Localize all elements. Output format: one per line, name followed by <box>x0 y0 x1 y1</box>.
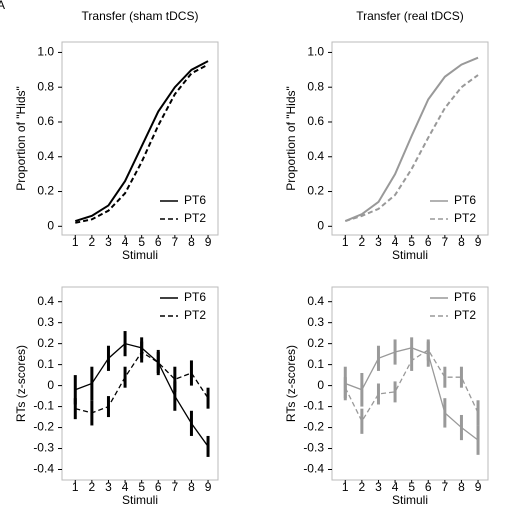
series-line <box>75 63 209 224</box>
y-tick-label: 0 <box>317 218 324 232</box>
y-tick-label: 0.2 <box>37 336 54 350</box>
y-tick-label: -0.3 <box>33 441 54 455</box>
y-tick-label: 0.3 <box>37 315 54 329</box>
x-tick-label: 7 <box>442 480 449 494</box>
x-tick-label: 2 <box>89 480 96 494</box>
y-axis-label: RTs (z-scores) <box>14 345 28 422</box>
x-tick-label: 9 <box>205 480 212 494</box>
x-tick-label: 5 <box>138 235 145 249</box>
plot-frame <box>61 286 219 481</box>
legend-label: PT2 <box>454 308 476 322</box>
legend-label: PT2 <box>184 308 206 322</box>
x-tick-label: 5 <box>138 480 145 494</box>
y-tick-label: 0 <box>47 218 54 232</box>
legend-label: PT6 <box>454 290 476 304</box>
x-tick-label: 9 <box>475 480 482 494</box>
x-tick-label: 8 <box>188 235 195 249</box>
y-tick-label: 0.8 <box>37 79 54 93</box>
x-axis-label: Stimuli <box>392 248 428 262</box>
x-tick-label: 3 <box>375 480 382 494</box>
y-tick-label: 0.4 <box>307 294 324 308</box>
x-tick-label: 6 <box>425 480 432 494</box>
y-tick-label: 0 <box>47 378 54 392</box>
y-tick-label: -0.1 <box>303 399 324 413</box>
y-tick-label: 0.3 <box>307 315 324 329</box>
x-tick-label: 3 <box>105 235 112 249</box>
x-tick-label: 8 <box>458 480 465 494</box>
x-tick-label: 2 <box>359 235 366 249</box>
y-axis-label: Proportion of "Hids" <box>14 86 28 191</box>
series-line <box>74 60 209 223</box>
y-tick-label: 0.4 <box>307 149 324 163</box>
x-tick-label: 7 <box>442 235 449 249</box>
y-tick-label: -0.4 <box>33 462 54 476</box>
y-tick-label: 0.2 <box>307 336 324 350</box>
legend-label: PT2 <box>454 211 476 225</box>
y-axis-label: RTs (z-scores) <box>284 345 298 422</box>
y-tick-label: -0.1 <box>33 399 54 413</box>
y-tick-label: 0.8 <box>307 79 324 93</box>
x-tick-label: 4 <box>122 480 129 494</box>
legend-label: PT6 <box>184 193 206 207</box>
y-tick-label: 0.2 <box>37 184 54 198</box>
x-tick-label: 3 <box>105 480 112 494</box>
y-tick-label: -0.2 <box>303 420 324 434</box>
series-line <box>344 56 479 223</box>
x-tick-label: 6 <box>155 480 162 494</box>
y-tick-label: -0.2 <box>33 420 54 434</box>
y-tick-label: 0.4 <box>37 149 54 163</box>
x-tick-label: 2 <box>89 235 96 249</box>
legend-label: PT2 <box>184 211 206 225</box>
x-tick-label: 6 <box>155 235 162 249</box>
x-tick-label: 4 <box>392 480 399 494</box>
x-tick-label: 1 <box>72 235 79 249</box>
x-tick-label: 8 <box>458 235 465 249</box>
y-tick-label: 1.0 <box>307 45 324 59</box>
plot-frame <box>61 41 219 236</box>
x-tick-label: 5 <box>408 235 415 249</box>
x-tick-label: 3 <box>375 235 382 249</box>
y-axis-label: Proportion of "Hids" <box>284 86 298 191</box>
x-tick-label: 1 <box>342 480 349 494</box>
y-tick-label: 0.6 <box>307 114 324 128</box>
y-tick-label: -0.3 <box>303 441 324 455</box>
y-tick-label: 0.2 <box>307 184 324 198</box>
panel-label: A <box>0 0 5 12</box>
x-tick-label: 5 <box>408 480 415 494</box>
plot-frame <box>331 41 489 236</box>
y-tick-label: -0.4 <box>303 462 324 476</box>
x-tick-label: 4 <box>392 235 399 249</box>
x-tick-label: 9 <box>205 235 212 249</box>
x-axis-label: Stimuli <box>122 248 158 262</box>
y-tick-label: 0 <box>317 378 324 392</box>
x-tick-label: 8 <box>188 480 195 494</box>
x-tick-label: 6 <box>425 235 432 249</box>
plot-frame <box>331 286 489 481</box>
y-tick-label: 1.0 <box>37 45 54 59</box>
chart-title: Transfer (real tDCS) <box>356 9 464 23</box>
legend-label: PT6 <box>184 290 206 304</box>
x-axis-label: Stimuli <box>392 493 428 507</box>
x-tick-label: 2 <box>359 480 366 494</box>
y-tick-label: 0.1 <box>37 357 54 371</box>
x-axis-label: Stimuli <box>122 493 158 507</box>
x-tick-label: 1 <box>342 235 349 249</box>
y-tick-label: 0.1 <box>307 357 324 371</box>
legend-label: PT6 <box>454 193 476 207</box>
x-tick-label: 1 <box>72 480 79 494</box>
y-tick-label: 0.4 <box>37 294 54 308</box>
y-tick-label: 0.6 <box>37 114 54 128</box>
x-tick-label: 7 <box>172 235 179 249</box>
chart-title: Transfer (sham tDCS) <box>82 9 199 23</box>
x-tick-label: 4 <box>122 235 129 249</box>
x-tick-label: 9 <box>475 235 482 249</box>
x-tick-label: 7 <box>172 480 179 494</box>
